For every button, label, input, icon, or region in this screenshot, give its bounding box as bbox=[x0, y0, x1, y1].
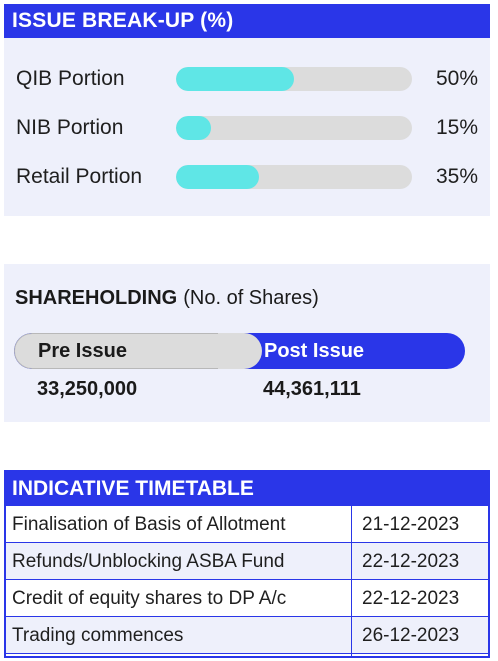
timetable-event: Finalisation of Basis of Allotment bbox=[12, 514, 286, 535]
timetable-date: 22-12-2023 bbox=[362, 588, 460, 609]
timetable-panel: INDICATIVE TIMETABLE Finalisation of Bas… bbox=[4, 470, 490, 658]
breakup-percent: 50% bbox=[435, 67, 478, 90]
progress-track bbox=[176, 116, 412, 140]
pre-issue-segment bbox=[14, 333, 240, 369]
issue-toggle: Pre Issue Post Issue bbox=[14, 333, 465, 369]
pre-issue-value: 33,250,000 bbox=[37, 378, 138, 400]
progress-track bbox=[176, 165, 412, 189]
issue-breakup-title: ISSUE BREAK-UP (%) bbox=[4, 4, 490, 38]
post-issue-value: 44,361,111 bbox=[263, 378, 361, 400]
timetable-date: 21-12-2023 bbox=[362, 514, 460, 535]
timetable-row: Trading commences 26-12-2023 bbox=[6, 617, 488, 654]
timetable-title: INDICATIVE TIMETABLE bbox=[6, 472, 488, 506]
breakup-percent: 35% bbox=[435, 165, 478, 188]
post-issue-label: Post Issue bbox=[264, 340, 365, 362]
breakup-label: Retail Portion bbox=[16, 165, 143, 188]
timetable-row: Credit of equity shares to DP A/c 22-12-… bbox=[6, 580, 488, 617]
timetable-row: Refunds/Unblocking ASBA Fund 22-12-2023 bbox=[6, 543, 488, 580]
breakup-row-nib: NIB Portion 15% bbox=[4, 114, 490, 142]
timetable-event: Refunds/Unblocking ASBA Fund bbox=[12, 551, 285, 572]
timetable-date: 22-12-2023 bbox=[362, 551, 460, 572]
timetable-row: Finalisation of Basis of Allotment 21-12… bbox=[6, 506, 488, 543]
breakup-row-qib: QIB Portion 50% bbox=[4, 65, 490, 93]
shareholding-panel: SHAREHOLDING (No. of Shares) Pre Issue Po… bbox=[4, 264, 490, 422]
pre-issue-label: Pre Issue bbox=[38, 340, 127, 362]
progress-fill bbox=[176, 165, 259, 189]
issue-breakup-panel: ISSUE BREAK-UP (%) QIB Portion 50% NIB P… bbox=[4, 4, 490, 216]
breakup-label: QIB Portion bbox=[16, 67, 125, 90]
shareholding-heading: SHAREHOLDING (No. of Shares) bbox=[15, 285, 319, 311]
shareholding-subtitle: (No. of Shares) bbox=[183, 287, 319, 309]
breakup-percent: 15% bbox=[435, 116, 478, 139]
progress-fill bbox=[176, 67, 294, 91]
pre-issue-segment-cap bbox=[218, 333, 262, 369]
progress-track bbox=[176, 67, 412, 91]
shareholding-title: SHAREHOLDING bbox=[15, 287, 178, 309]
column-divider bbox=[351, 506, 352, 656]
breakup-label: NIB Portion bbox=[16, 116, 124, 139]
timetable-date: 26-12-2023 bbox=[362, 625, 460, 646]
timetable-event: Credit of equity shares to DP A/c bbox=[12, 588, 287, 609]
progress-fill bbox=[176, 116, 212, 140]
breakup-row-retail: Retail Portion 35% bbox=[4, 163, 490, 191]
timetable-event: Trading commences bbox=[12, 625, 184, 646]
